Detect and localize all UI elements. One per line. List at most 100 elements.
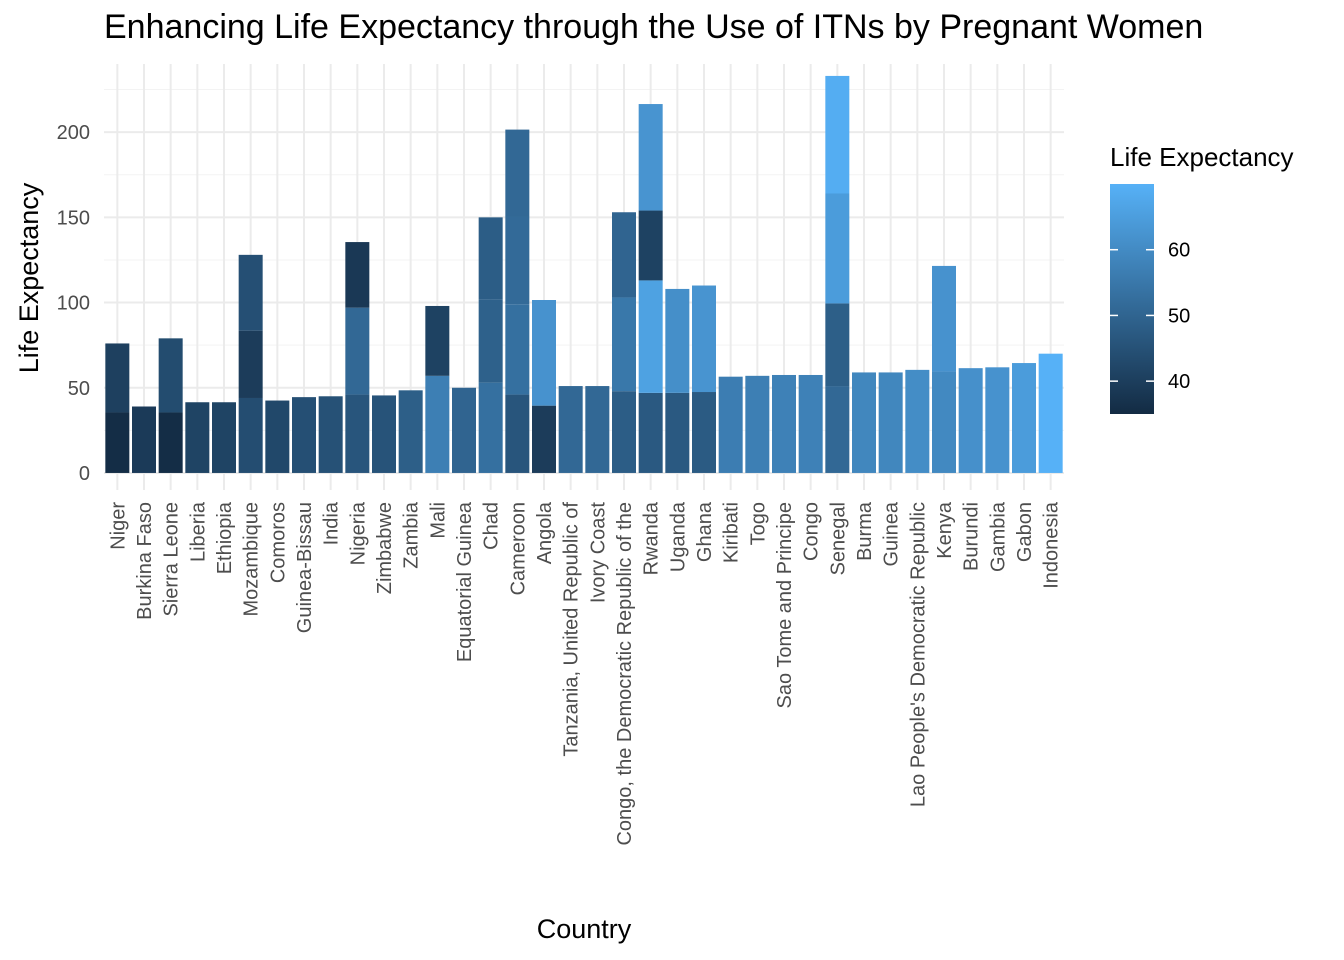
x-tick-label: Lao People's Democratic Republic: [907, 502, 929, 807]
bar-segment: [798, 374, 823, 473]
x-tick-label: Zambia: [401, 501, 423, 569]
bar-segment: [345, 394, 370, 473]
bar-segment: [265, 400, 290, 473]
bar-segment: [505, 394, 530, 473]
bar-segment: [452, 387, 476, 473]
bar-segment: [665, 288, 690, 393]
bar-segment: [612, 391, 636, 473]
bar-segment: [505, 216, 530, 305]
y-tick-label: 100: [57, 293, 90, 315]
bar-segment: [638, 210, 663, 281]
bar-segment: [132, 406, 156, 473]
x-tick-label: India: [321, 501, 343, 545]
bar-segment: [532, 405, 556, 473]
x-tick-label: Equatorial Guinea: [454, 501, 476, 662]
x-tick-label: Burkina Faso: [134, 502, 156, 620]
bar-segment: [478, 217, 503, 300]
x-tick-label: Zimbabwe: [374, 502, 396, 594]
x-tick-label: Burundi: [961, 502, 983, 571]
bar-segment: [985, 367, 1010, 473]
bar-segment: [718, 376, 743, 473]
bar-segment: [612, 297, 636, 392]
bar-segment: [345, 307, 370, 395]
x-tick-label: Niger: [107, 502, 129, 550]
bar-segment: [932, 371, 956, 473]
bar-segment: [638, 104, 663, 211]
bars-layer: [105, 75, 1063, 473]
legend-colorbar: [1110, 184, 1154, 414]
x-tick-label: Burma: [854, 501, 876, 561]
bar-segment: [372, 395, 396, 473]
bar-segment: [158, 412, 183, 473]
bar-segment: [612, 212, 636, 298]
y-tick-label: 150: [57, 207, 90, 229]
bar-segment: [852, 372, 876, 473]
bar-segment: [558, 386, 583, 473]
x-tick-label: Gambia: [987, 501, 1009, 572]
bar-segment: [1038, 353, 1063, 473]
y-axis-title: Life Expectancy: [14, 182, 44, 373]
bar-segment: [638, 280, 663, 393]
y-tick-label: 200: [57, 122, 90, 144]
y-axis-ticks: 0 50 100 150 200: [57, 122, 90, 485]
x-tick-label: Togo: [747, 502, 769, 545]
bar-segment: [318, 396, 343, 473]
x-tick-label: Liberia: [187, 501, 209, 562]
bar-segment: [532, 300, 556, 406]
x-tick-label: Uganda: [667, 501, 689, 572]
x-tick-label: Chad: [481, 502, 503, 550]
x-tick-label: Rwanda: [641, 501, 663, 575]
bar-segment: [238, 254, 263, 331]
y-tick-label: 0: [79, 463, 90, 485]
bar-segment: [825, 303, 850, 387]
bar-segment: [345, 242, 370, 308]
bar-segment: [932, 265, 956, 372]
x-axis-ticks: Niger Burkina Faso Sierra Leone Liberia Ethi…: [107, 501, 1062, 845]
bar-segment: [825, 193, 850, 304]
x-tick-label: Comoros: [267, 502, 289, 583]
legend-tick-label: 60: [1168, 240, 1190, 262]
x-tick-label: Sao Tome and Principe: [774, 502, 796, 708]
x-tick-label: Ghana: [694, 501, 716, 562]
bar-segment: [878, 372, 903, 473]
bar-segment: [158, 338, 183, 413]
x-tick-label: Cameroon: [507, 502, 529, 595]
x-tick-label: Ethiopia: [214, 501, 236, 574]
bar-segment: [958, 368, 983, 473]
legend-ticks: 40 50 60: [1110, 240, 1190, 393]
bar-segment: [478, 299, 503, 383]
bar-segment: [638, 392, 663, 473]
bar-segment: [825, 75, 850, 194]
legend-title: Life Expectancy: [1110, 142, 1294, 172]
bar-segment: [505, 304, 530, 395]
x-tick-label: Ivory Coast: [587, 502, 609, 604]
x-axis-title: Country: [537, 914, 632, 944]
bar-segment: [772, 374, 796, 473]
legend-tick-label: 50: [1168, 305, 1190, 327]
x-tick-label: Angola: [534, 501, 556, 564]
legend-tick-label: 40: [1168, 371, 1190, 393]
x-tick-label: Guinea-Bissau: [294, 502, 316, 633]
bar-segment: [105, 412, 130, 473]
x-tick-label: Sierra Leone: [161, 502, 183, 617]
x-tick-label: Gabon: [1014, 502, 1036, 562]
legend: Life Expectancy 40 50 60: [1110, 142, 1294, 414]
x-tick-label: Indonesia: [1041, 501, 1063, 589]
bar-segment: [692, 285, 716, 393]
x-tick-label: Mozambique: [241, 502, 263, 617]
x-tick-label: Senegal: [827, 502, 849, 575]
x-tick-label: Guinea: [881, 501, 903, 566]
bar-segment: [238, 330, 263, 398]
x-tick-label: Tanzania, United Republic of: [561, 502, 583, 757]
bar-segment: [745, 375, 770, 473]
bar-segment: [185, 402, 210, 473]
x-tick-label: Kenya: [934, 501, 956, 559]
x-tick-label: Kiribati: [721, 502, 743, 563]
bar-segment: [1012, 363, 1036, 473]
x-tick-label: Congo: [801, 502, 823, 561]
x-tick-label: Congo, the Democratic Republic of the: [614, 502, 636, 846]
bar-segment: [692, 392, 716, 473]
bar-segment: [505, 129, 530, 217]
bar-segment: [238, 397, 263, 473]
